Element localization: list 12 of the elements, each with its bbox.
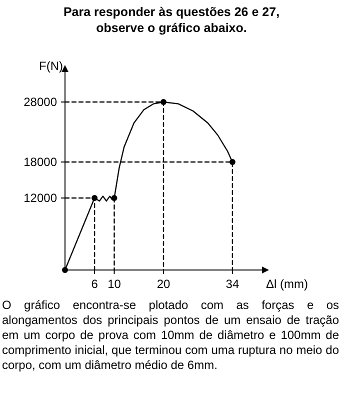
- y-axis-title: F(N): [39, 59, 63, 73]
- x-tick-label: 34: [226, 277, 240, 291]
- y-tick-label: 18000: [24, 155, 58, 169]
- chart-title: Para responder às questões 26 e 27, observe o gráfico abaixo.: [63, 5, 280, 35]
- x-tick-label: 20: [156, 277, 170, 291]
- x-axis-title: Δl (mm): [266, 277, 308, 291]
- point: [62, 267, 68, 273]
- x-tick-label: 10: [108, 277, 122, 291]
- text: O gráfico encontra-se plotado com as forças e os alongamentos dos principais pontos de um ensaio de tração em um corpo de prova com 10mm de diâmetro e 100mm de comprimento inicial, que terminou com uma ruptura no meio do corpo, com um diâmetro médio de 6mm.: [1, 298, 340, 373]
- x-tick-label: 6: [91, 277, 98, 291]
- y-tick-label: 12000: [24, 191, 58, 205]
- y-tick-label: 28000: [24, 95, 58, 109]
